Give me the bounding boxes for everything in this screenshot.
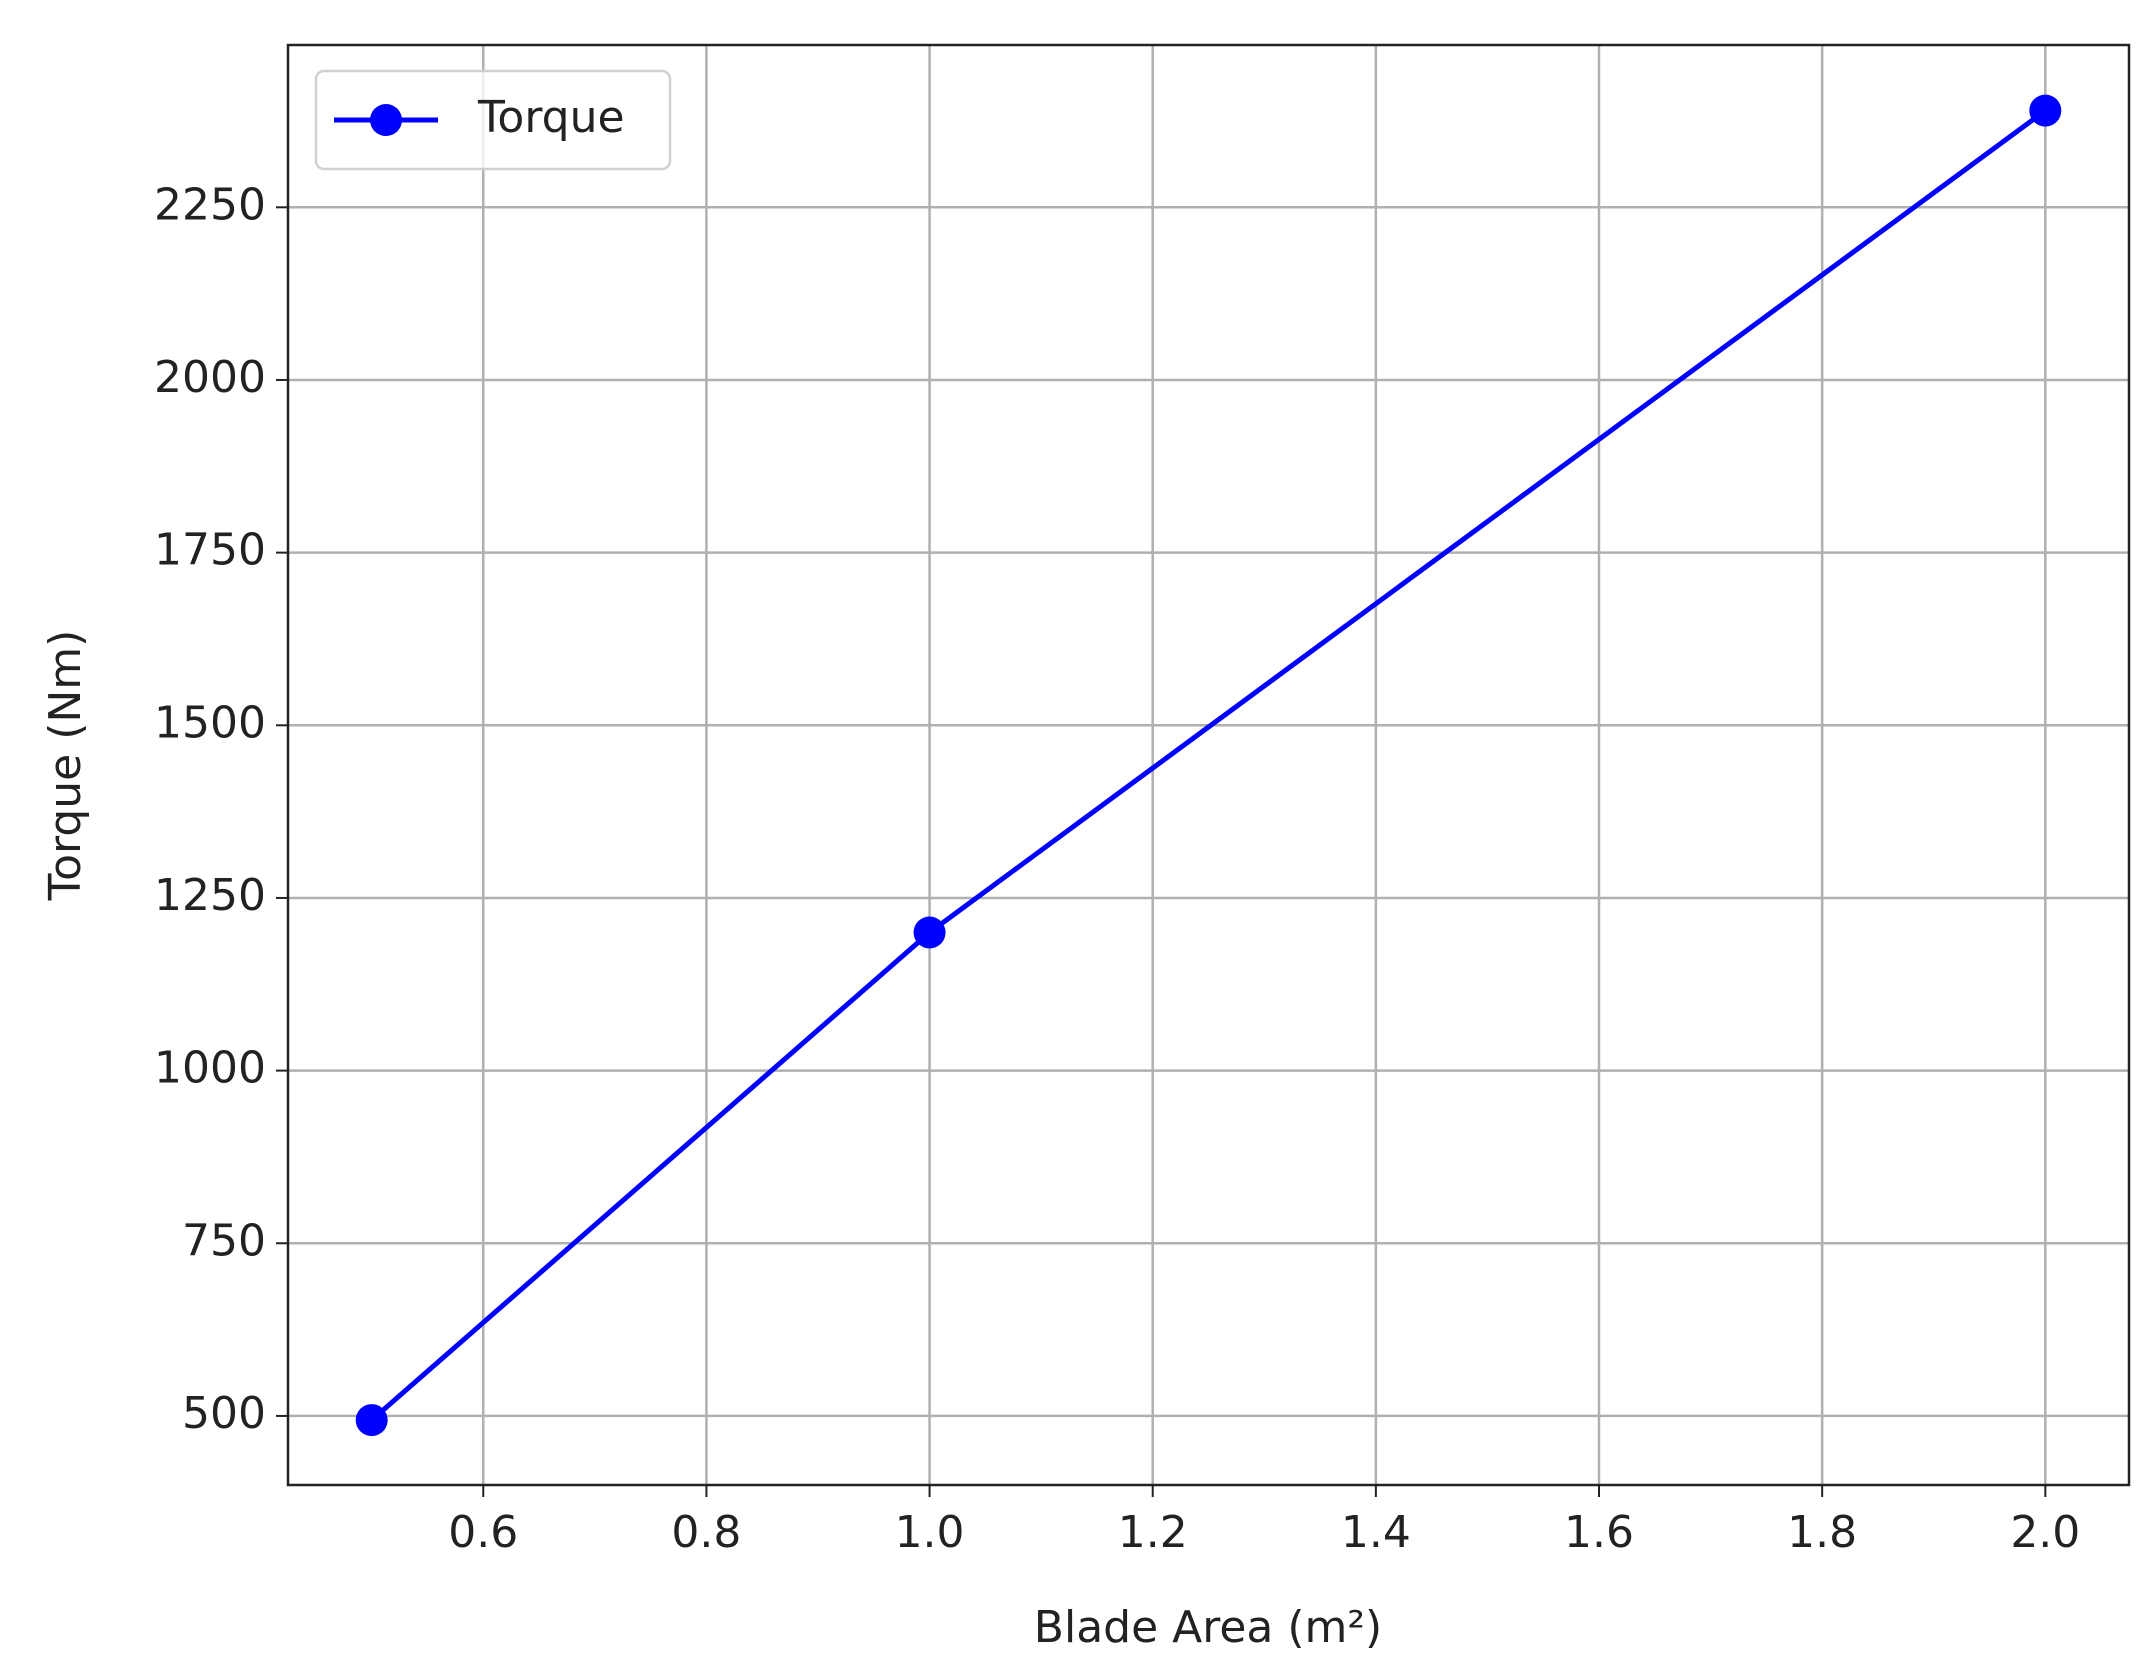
- x-tick-label: 2.0: [2010, 1507, 2080, 1558]
- y-axis-label: Torque (Nm): [40, 630, 91, 902]
- x-tick-label: 1.8: [1787, 1507, 1857, 1558]
- x-tick-label: 0.8: [671, 1507, 741, 1558]
- y-tick-label: 750: [182, 1215, 266, 1266]
- y-tick-label: 1250: [154, 870, 266, 921]
- data-point: [913, 916, 946, 949]
- data-point: [2029, 94, 2062, 127]
- x-axis-label: Blade Area (m²): [1034, 1602, 1382, 1653]
- y-tick-label: 1500: [154, 697, 266, 748]
- y-tick-label: 2000: [154, 352, 266, 403]
- y-tick-label: 1750: [154, 525, 266, 576]
- x-tick-label: 1.2: [1118, 1507, 1188, 1558]
- data-point: [355, 1404, 388, 1437]
- y-tick-label: 2250: [154, 179, 266, 230]
- y-tick-label: 1000: [154, 1043, 266, 1094]
- plot-frame: [286, 43, 2131, 1487]
- x-tick-label: 1.6: [1564, 1507, 1634, 1558]
- x-tick-label: 1.0: [895, 1507, 965, 1558]
- legend-label: Torque: [477, 92, 625, 143]
- legend-marker: [370, 104, 402, 136]
- y-tick-label: 500: [182, 1388, 266, 1439]
- x-tick-label: 1.4: [1341, 1507, 1411, 1558]
- legend-box: [314, 69, 672, 171]
- x-tick-label: 0.6: [448, 1507, 518, 1558]
